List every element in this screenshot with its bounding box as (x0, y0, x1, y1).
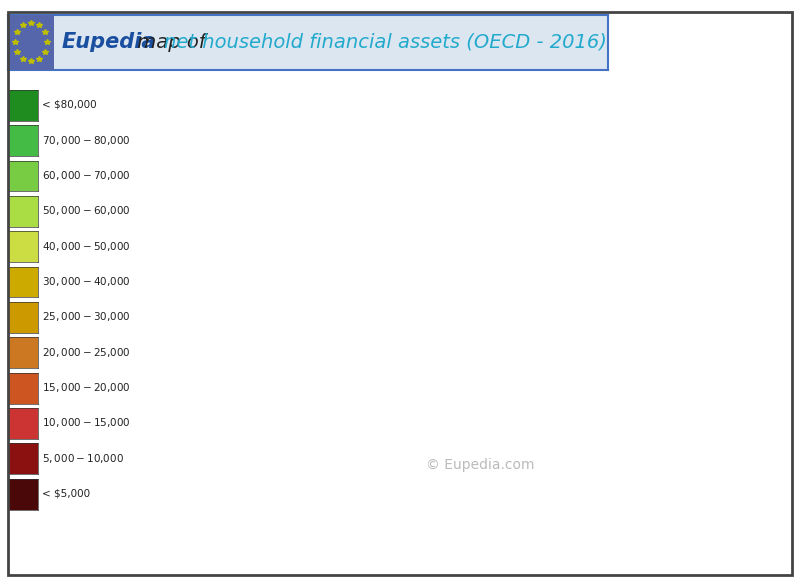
Text: $15,000 - $20,000: $15,000 - $20,000 (42, 381, 131, 394)
Text: $5,000 - $10,000: $5,000 - $10,000 (42, 452, 125, 465)
Text: $50,000 - $60,000: $50,000 - $60,000 (42, 205, 131, 217)
Text: Eupedia: Eupedia (62, 32, 157, 52)
Text: $25,000- $30,000: $25,000- $30,000 (42, 310, 131, 324)
Text: $60,000 - $70,000: $60,000 - $70,000 (42, 169, 131, 182)
Text: net household financial assets (OECD - 2016): net household financial assets (OECD - 2… (164, 33, 607, 52)
Text: < $80,000: < $80,000 (42, 100, 97, 110)
Text: < $5,000: < $5,000 (42, 489, 90, 498)
Text: $40,000 - $50,000: $40,000 - $50,000 (42, 240, 131, 253)
Text: $30,000 - $40,000: $30,000 - $40,000 (42, 275, 131, 288)
Text: $10,000 - $15,000: $10,000 - $15,000 (42, 417, 131, 429)
Text: $70,000- $80,000: $70,000- $80,000 (42, 134, 131, 146)
Text: map of: map of (131, 33, 212, 52)
Text: $20,000 - $25,000: $20,000 - $25,000 (42, 346, 131, 358)
Text: © Eupedia.com: © Eupedia.com (426, 458, 534, 472)
